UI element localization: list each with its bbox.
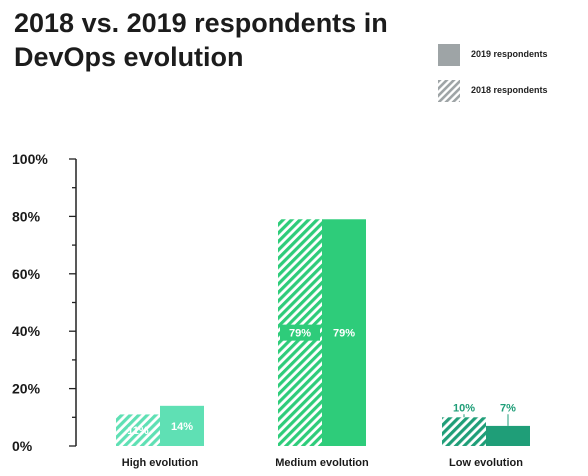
x-category-label: Low evolution <box>449 457 523 469</box>
data-label-2019: 14% <box>171 421 193 433</box>
y-tick-label: 40% <box>12 323 41 339</box>
legend-item-2019: 2019 respondents <box>438 44 583 66</box>
y-axis: 0% 20% 40% 60% 80% 100% <box>12 151 77 454</box>
y-tick-label: 20% <box>12 381 41 397</box>
bar-2019-low-evolution <box>486 425 530 446</box>
legend-label-2018: 2018 respondents <box>471 85 548 95</box>
legend-swatch-hatched <box>438 80 460 102</box>
legend-swatch-solid <box>438 44 460 66</box>
x-category-label: High evolution <box>122 457 199 469</box>
data-labels: 11% 14% 79% 79% 10% 7% <box>127 324 516 437</box>
legend-item-2018: 2018 respondents <box>438 80 583 102</box>
legend-label-2019: 2019 respondents <box>471 49 548 59</box>
x-category-label: Medium evolution <box>275 457 369 469</box>
y-tick-label: 60% <box>12 266 41 282</box>
category-labels: High evolution Medium evolution Low evolut… <box>122 457 523 469</box>
bar-2019-medium-evolution <box>322 219 366 446</box>
legend: 2019 respondents 2018 respondents <box>438 44 583 116</box>
data-label-2018: 10% <box>453 402 475 414</box>
bar-2018-high-evolution <box>116 414 160 446</box>
data-label-backing <box>280 324 320 341</box>
bar-2019-high-evolution <box>160 405 204 446</box>
data-label-2019: 79% <box>333 328 355 340</box>
y-tick-label: 100% <box>12 151 48 167</box>
y-tick-label: 0% <box>12 438 33 454</box>
data-label-2018: 79% <box>289 328 311 340</box>
data-label-2019: 7% <box>500 402 516 414</box>
chart-title: 2018 vs. 2019 respondents in DevOps evol… <box>14 8 388 72</box>
data-label-2018: 11% <box>127 425 149 437</box>
y-tick-label: 80% <box>12 208 41 224</box>
bar-2018-low-evolution <box>442 417 486 446</box>
